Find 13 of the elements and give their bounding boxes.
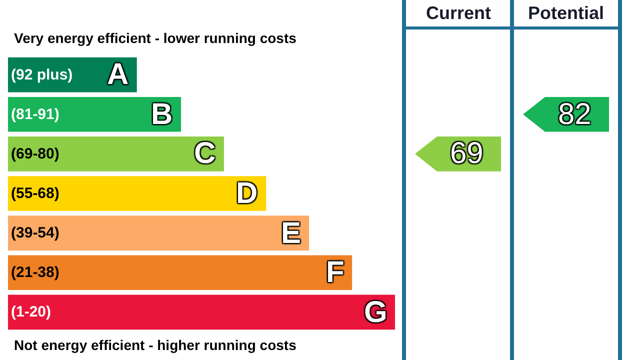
category-label: (39-54) E	[11, 217, 302, 250]
text: Not energy efficient - higher running costs	[14, 337, 297, 353]
text: 82	[558, 98, 592, 131]
category-label: (1-20) G	[11, 296, 388, 329]
category-label: (92 plus) A	[11, 58, 129, 91]
chart-title: Very energy efficient - lower running costs	[14, 30, 297, 46]
category-label: (81-91) B	[11, 98, 173, 131]
text: 69	[450, 137, 484, 170]
text: Potential	[528, 3, 604, 23]
category-label: (21-38) F	[11, 256, 344, 289]
category-label: (69-80) C	[11, 137, 216, 170]
text: Current	[426, 3, 492, 23]
category-label: (55-68) D	[11, 177, 258, 210]
